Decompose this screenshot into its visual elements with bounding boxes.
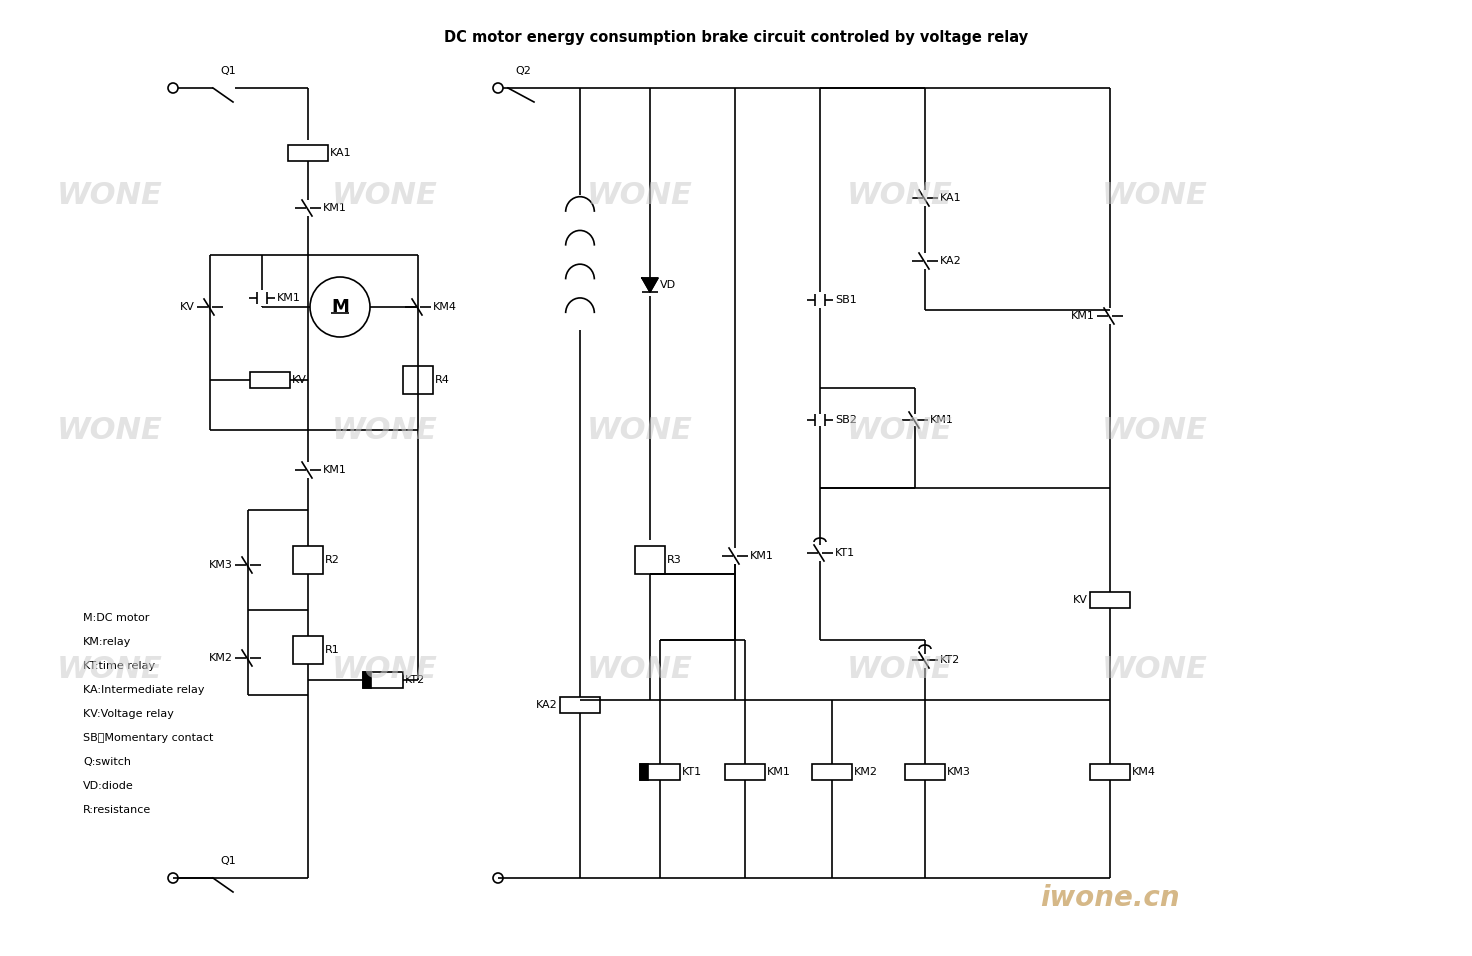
Text: R4: R4 [436, 375, 450, 385]
Text: WONE: WONE [1103, 416, 1209, 445]
Text: VD:diode: VD:diode [82, 781, 134, 791]
Text: iwone.cn: iwone.cn [1041, 884, 1179, 912]
Text: KA2: KA2 [941, 256, 961, 266]
Text: KT:time relay: KT:time relay [82, 661, 155, 671]
Text: WONE: WONE [57, 656, 163, 684]
Text: KV: KV [1073, 595, 1088, 605]
Text: KT2: KT2 [405, 675, 425, 685]
Text: R2: R2 [325, 555, 340, 565]
Bar [634, 546, 665, 574]
Circle shape [168, 873, 178, 883]
Bar [726, 764, 765, 780]
Text: Q2: Q2 [515, 66, 531, 76]
Circle shape [311, 277, 369, 337]
Text: R:resistance: R:resistance [82, 805, 152, 815]
Text: KA1: KA1 [330, 148, 352, 158]
Text: WONE: WONE [587, 416, 693, 445]
Text: WONE: WONE [846, 416, 952, 445]
Text: WONE: WONE [846, 656, 952, 684]
Text: KM4: KM4 [1132, 767, 1156, 777]
Text: M: M [331, 298, 349, 316]
Text: SB1: SB1 [835, 295, 857, 305]
Circle shape [168, 83, 178, 93]
Text: KM4: KM4 [433, 302, 456, 312]
Bar [289, 145, 328, 161]
Text: KA1: KA1 [941, 193, 961, 203]
Text: Q:switch: Q:switch [82, 757, 131, 767]
Text: KV:Voltage relay: KV:Voltage relay [82, 709, 174, 719]
Text: WONE: WONE [1103, 181, 1209, 209]
Text: KT1: KT1 [682, 767, 702, 777]
Bar [1089, 592, 1130, 608]
Text: WONE: WONE [846, 181, 952, 209]
Text: KM1: KM1 [751, 551, 774, 561]
Text: KA:Intermediate relay: KA:Intermediate relay [82, 685, 205, 695]
Text: KM1: KM1 [322, 465, 347, 475]
Text: KT1: KT1 [835, 548, 855, 558]
Bar [293, 546, 322, 574]
Text: WONE: WONE [57, 416, 163, 445]
Bar [813, 764, 852, 780]
Text: WONE: WONE [333, 416, 439, 445]
Text: WONE: WONE [587, 181, 693, 209]
Bar [364, 672, 403, 688]
Text: KM1: KM1 [930, 415, 954, 425]
Text: KM2: KM2 [854, 767, 877, 777]
Bar [403, 366, 433, 394]
Text: KM3: KM3 [209, 560, 233, 570]
Text: VD: VD [659, 280, 676, 290]
Text: WONE: WONE [333, 181, 439, 209]
Text: KM:relay: KM:relay [82, 637, 131, 647]
Text: WONE: WONE [587, 656, 693, 684]
Text: KT2: KT2 [941, 655, 960, 665]
Text: Q1: Q1 [221, 856, 236, 866]
Circle shape [493, 873, 503, 883]
Text: KM1: KM1 [322, 203, 347, 213]
Text: R3: R3 [667, 555, 682, 565]
Bar [640, 764, 680, 780]
Text: KV: KV [291, 375, 306, 385]
Circle shape [493, 83, 503, 93]
Text: Q1: Q1 [221, 66, 236, 76]
Bar [364, 672, 371, 688]
Bar [640, 764, 648, 780]
Polygon shape [642, 278, 658, 292]
Text: KM3: KM3 [946, 767, 972, 777]
Text: DC motor energy consumption brake circuit controled by voltage relay: DC motor energy consumption brake circui… [445, 30, 1027, 45]
Bar [559, 697, 601, 713]
Bar [293, 636, 322, 664]
Text: R1: R1 [325, 645, 340, 655]
Text: SB2: SB2 [835, 415, 857, 425]
Text: WONE: WONE [57, 181, 163, 209]
Text: KM1: KM1 [767, 767, 790, 777]
Bar [1089, 764, 1130, 780]
Bar [250, 372, 290, 388]
Text: SB：Momentary contact: SB：Momentary contact [82, 733, 213, 743]
Text: KV: KV [180, 302, 194, 312]
Text: KM1: KM1 [1072, 311, 1095, 321]
Text: M:DC motor: M:DC motor [82, 613, 149, 623]
Text: WONE: WONE [333, 656, 439, 684]
Text: KA2: KA2 [536, 700, 558, 710]
Text: KM2: KM2 [209, 653, 233, 663]
Bar [905, 764, 945, 780]
Text: KM1: KM1 [277, 293, 300, 303]
Text: WONE: WONE [1103, 656, 1209, 684]
